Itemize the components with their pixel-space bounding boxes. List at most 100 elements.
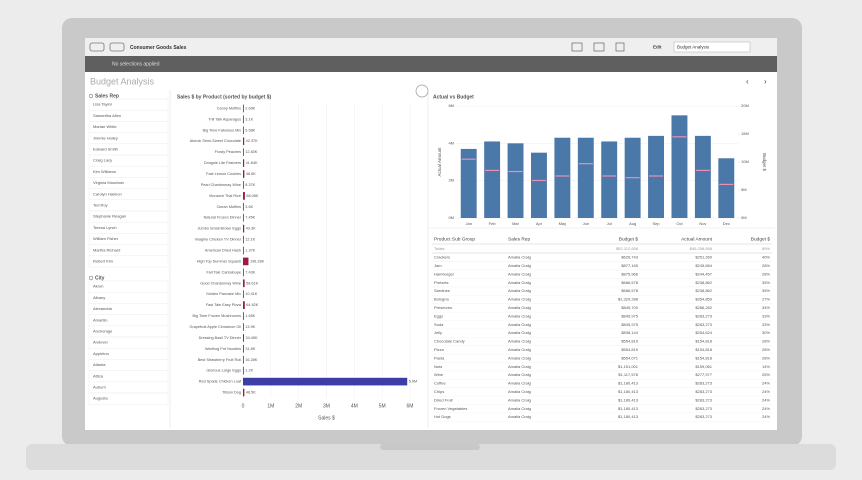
y-tick-label: High Top Summer Squash <box>197 259 241 263</box>
table-cell: Soda <box>434 322 444 327</box>
table-cell: $845,700 <box>621 305 638 310</box>
bar <box>243 377 408 386</box>
totals-cell: Totals <box>434 246 444 251</box>
bar <box>243 246 244 255</box>
filter-item-label: Appleton <box>93 351 109 356</box>
table-cell: $154,818 <box>695 339 712 344</box>
bar <box>243 170 245 178</box>
expand-button[interactable] <box>415 84 429 98</box>
value-label: 5.9M <box>409 380 417 384</box>
filter-item-label: Akron <box>93 284 103 289</box>
table-cell: $354,850 <box>695 297 712 302</box>
table-cell: Amalia Craig <box>508 397 531 402</box>
filter-item-label: William Fisher <box>93 236 119 241</box>
x-tick-label: Jun <box>583 221 589 226</box>
bar <box>243 355 244 364</box>
list-icon[interactable] <box>109 42 125 52</box>
filter-item[interactable] <box>88 255 169 268</box>
table-cell: Jelly <box>434 330 442 335</box>
table-cell: 28% <box>762 355 770 360</box>
budget-marker <box>508 170 523 173</box>
bar <box>507 143 524 218</box>
bar <box>694 135 711 218</box>
bar <box>243 181 244 189</box>
totals-cell: $46,258,658 <box>690 246 713 251</box>
y-tick-label: Fast Tale Easy Pizza <box>206 303 242 307</box>
value-label: 12.83K <box>245 150 258 154</box>
value-label: 7.43K <box>245 270 255 274</box>
edit-button[interactable]: Edit <box>653 45 662 50</box>
table-cell: Crackers <box>434 255 450 260</box>
y-tick-label: Golden Pancake Mix <box>206 292 241 296</box>
bar <box>243 301 245 309</box>
table-cell: Preserves <box>434 305 452 310</box>
table-cell: Amalia Craig <box>508 389 531 394</box>
bar <box>671 115 688 218</box>
toolbar-icon[interactable] <box>593 42 605 52</box>
value-label: 1.65K <box>245 314 255 318</box>
y2-axis-label: Budget $ <box>762 153 767 172</box>
table-cell: $159,061 <box>695 364 712 369</box>
column-header: Budget $ <box>619 236 639 242</box>
y-tick-label: Monarch Thai Rice <box>209 194 241 198</box>
table-cell: Chips <box>434 389 444 394</box>
y-tick-label: Big Time Frozen Mushrooms <box>192 314 241 318</box>
bar <box>243 290 244 299</box>
table-cell: Amalia Craig <box>508 414 531 419</box>
table-cell: $845,975 <box>621 322 638 327</box>
bar <box>243 192 245 200</box>
table-cell: 24% <box>762 414 770 419</box>
sheet-menu-label[interactable]: Budget Analysis <box>677 45 710 50</box>
y-tick-label: Fast Lemon Cookies <box>206 172 241 176</box>
table-cell: $283,273 <box>695 313 712 318</box>
filter-item-label: Stephanie Reagan <box>93 214 126 219</box>
toolbar-icon[interactable] <box>571 42 583 52</box>
filter-item-label: Craig Lacy <box>93 158 112 163</box>
value-label: 42.37K <box>246 139 259 143</box>
budget-marker <box>555 175 570 177</box>
y-tick-label: Dongole Lite Fastners <box>204 161 241 165</box>
bar <box>243 148 244 156</box>
filter-item-label: Martha Richard <box>93 247 120 252</box>
nav-icon[interactable] <box>89 42 105 52</box>
bar <box>243 137 245 146</box>
y-tick-label: Canny Muffins <box>217 106 241 110</box>
bar <box>243 213 244 222</box>
next-sheet[interactable]: › <box>764 77 767 86</box>
table-cell: Amalia Craig <box>508 364 531 369</box>
table-cell: $277,977 <box>695 372 712 377</box>
table-cell: $554,071 <box>621 355 638 360</box>
y-tick-label: Jumbo Small Brown Eggs <box>198 227 242 231</box>
filter-item-label: Auburn <box>93 384 106 389</box>
table-cell: $1,180,413 <box>618 414 639 419</box>
table-cell: Hamburger <box>434 271 455 276</box>
filter-item-label: Attica <box>93 373 104 378</box>
table-cell: $154,818 <box>695 355 712 360</box>
bar <box>460 148 477 218</box>
filter-item-label: Edward Smith <box>93 146 118 151</box>
filter-item[interactable] <box>88 392 169 405</box>
bar <box>243 312 244 320</box>
filter-item-label: Marian White <box>93 124 117 129</box>
laptop-notch <box>380 444 480 450</box>
table-cell: $254,624 <box>695 330 712 335</box>
table-cell: Dried Fruit <box>434 397 454 402</box>
table-cell: $154,818 <box>695 347 712 352</box>
table-cell: Eggs <box>434 313 443 318</box>
value-label: 48.5K <box>246 391 256 395</box>
toolbar-icon[interactable] <box>615 42 625 52</box>
table-cell: $286,282 <box>695 305 712 310</box>
table-cell: Amalia Craig <box>508 288 531 293</box>
value-label: 7.45K <box>245 216 255 220</box>
totals-cell: 89% <box>762 246 770 251</box>
x-tick-label: Apr <box>536 221 543 226</box>
value-label: 13.9K <box>245 325 255 329</box>
app-title: Consumer Goods Sales <box>130 45 187 51</box>
filter-item-label: Robert Kim <box>93 258 114 263</box>
y-tick-label: 4M <box>448 140 454 145</box>
y-tick-label: Frosty Peaches <box>215 150 241 154</box>
prev-sheet[interactable]: ‹ <box>746 77 749 86</box>
sheet-menu[interactable] <box>673 41 751 53</box>
table-cell: Amalia Craig <box>508 347 531 352</box>
x-tick-label: Sep <box>652 221 660 226</box>
